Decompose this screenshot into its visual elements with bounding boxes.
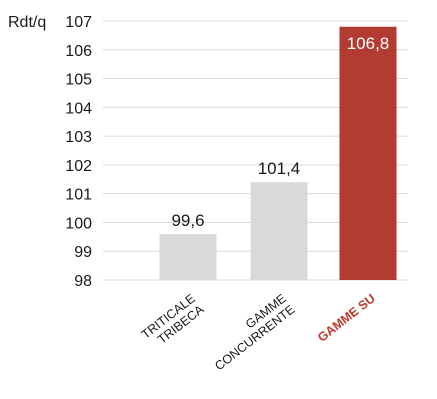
bar (159, 233, 217, 280)
y-tick-label: 103 (65, 129, 92, 146)
category-label: GAMME SU (315, 291, 378, 344)
data-label: 101,4 (258, 159, 301, 178)
y-tick-label: 105 (65, 72, 92, 89)
y-tick-label: 101 (65, 187, 92, 204)
bars (159, 26, 397, 281)
y-tick-label: 106 (65, 43, 92, 60)
grid-lines (103, 20, 408, 281)
bar (339, 26, 397, 281)
y-axis-label: Rdt/q (8, 14, 46, 31)
y-tick-label: 98 (74, 273, 92, 290)
category-labels: TRITICALETRIBECA GAMMECONCURRENTE GAMME SU (139, 291, 378, 373)
data-labels: 99,6 101,4 106,8 (171, 34, 389, 230)
y-tick-label: 100 (65, 215, 92, 232)
y-tick-label: 102 (65, 158, 92, 175)
bar (250, 182, 308, 280)
data-label: 106,8 (347, 34, 390, 53)
y-tick-label: 107 (65, 14, 92, 31)
y-tick-label: 104 (65, 100, 92, 117)
data-label: 99,6 (171, 211, 204, 230)
category-label: TRITICALETRIBECA (139, 291, 207, 353)
y-axis-ticks: 98 99 100 101 102 103 104 105 106 107 (65, 14, 92, 290)
category-label: GAMMECONCURRENTE (204, 291, 298, 373)
y-tick-label: 99 (74, 244, 92, 261)
